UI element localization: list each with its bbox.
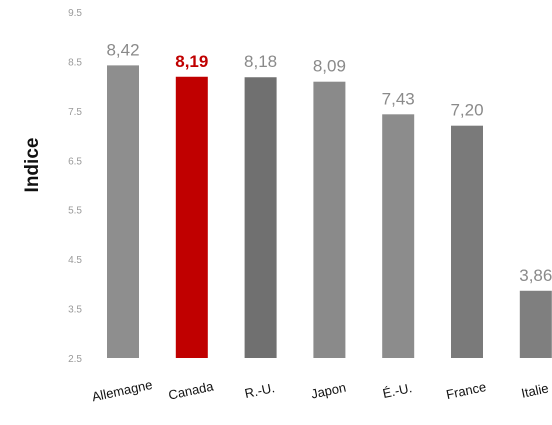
- bar: [175, 76, 208, 358]
- x-tick-label: R.-U.: [243, 380, 276, 401]
- y-axis: 2.5 3.5 4.5 5.5 6.5 7.5 8.5 9.5: [68, 8, 82, 365]
- x-tick-label: Japon: [310, 380, 348, 402]
- bar: [382, 114, 415, 359]
- data-label: 8,18: [244, 52, 277, 71]
- x-tick-label: France: [445, 379, 488, 402]
- data-label: 7,43: [382, 89, 415, 108]
- bars-group: [107, 65, 552, 359]
- y-tick-label: 7.5: [68, 107, 82, 118]
- category-labels-group: Allemagne Canada R.-U. Japon É.-U. France Ital…: [90, 377, 549, 404]
- data-label: 3,86: [519, 266, 552, 285]
- data-label: 8,42: [106, 40, 139, 59]
- y-tick-label: 8.5: [68, 57, 82, 68]
- bar: [451, 125, 483, 358]
- bar: [107, 65, 139, 358]
- y-axis-title: Indice: [22, 138, 43, 193]
- y-tick-label: 5.5: [68, 206, 82, 217]
- y-tick-label: 4.5: [68, 255, 82, 266]
- bar: [519, 290, 552, 358]
- x-tick-label: Italie: [520, 380, 550, 400]
- x-tick-label: Canada: [167, 378, 215, 402]
- value-labels-group: 8,42 8,19 8,18 8,09 7,43 7,20 3,86: [106, 40, 552, 284]
- data-label: 7,20: [450, 101, 483, 120]
- y-tick-label: 9.5: [68, 8, 82, 19]
- bar: [313, 81, 346, 359]
- x-tick-label: É.-U.: [381, 380, 413, 401]
- y-tick-label: 2.5: [68, 354, 82, 365]
- y-tick-label: 6.5: [68, 156, 82, 167]
- data-label: 8,09: [313, 57, 346, 76]
- y-tick-label: 3.5: [68, 305, 82, 316]
- x-tick-label: Allemagne: [90, 377, 153, 404]
- bar: [244, 77, 277, 358]
- data-label: 8,19: [175, 52, 208, 71]
